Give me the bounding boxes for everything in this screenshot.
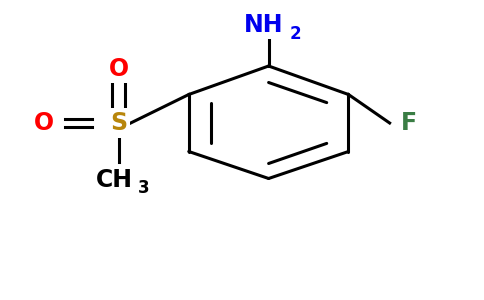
Text: O: O	[108, 57, 129, 81]
Text: 2: 2	[289, 25, 301, 43]
Text: O: O	[33, 111, 54, 135]
Text: 3: 3	[138, 179, 150, 197]
Text: S: S	[110, 111, 127, 135]
Text: F: F	[401, 111, 417, 135]
Text: NH: NH	[244, 14, 284, 38]
Text: CH: CH	[96, 168, 133, 192]
